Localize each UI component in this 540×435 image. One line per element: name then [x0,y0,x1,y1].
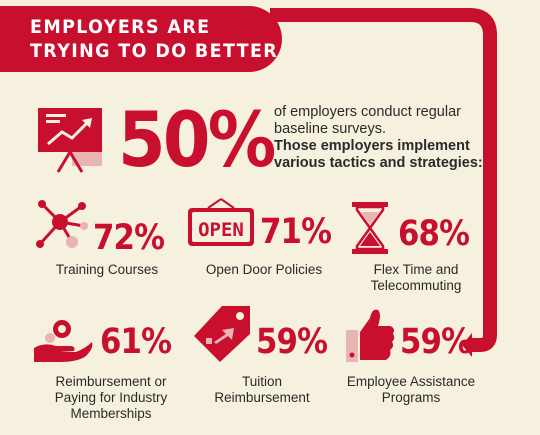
eap-percent: 59% [400,322,472,362]
open-sign-text: OPEN [198,219,244,241]
baseline-survey-percent: 50% [118,95,276,184]
intro-plain-text: of employers conduct regular baseline su… [274,104,461,137]
flex-time-percent: 68% [398,214,470,254]
presentation-chart-icon [38,108,102,173]
tuition-label: Tuition Reimbursement [214,374,310,405]
title-line-1: EMPLOYERS ARE [30,16,211,38]
price-tag-icon [194,306,250,362]
hourglass-icon [352,202,388,254]
open-door-label: Open Door Policies [205,262,323,277]
hand-coins-icon [34,320,93,362]
page-title: EMPLOYERS ARE TRYING TO DO BETTER [0,6,282,72]
training-label: Training Courses [55,262,159,277]
training-percent: 72% [93,218,165,258]
membership-percent: 61% [100,322,172,362]
title-line-2: TRYING TO DO BETTER [30,40,279,62]
intro-bold-text: Those employers implement various tactic… [274,138,483,171]
thumbs-up-icon [346,309,395,362]
open-sign-icon: OPEN [188,198,254,246]
open-door-percent: 71% [260,212,332,252]
network-molecule-icon [36,200,88,248]
intro-text: of employers conduct regular baseline su… [274,104,514,172]
tuition-percent: 59% [256,322,328,362]
membership-label: Reimbursement or Paying for Industry Mem… [54,374,168,421]
flex-time-label: Flex Time and Telecommuting [370,262,462,293]
eap-label: Employee Assistance Programs [346,374,476,405]
